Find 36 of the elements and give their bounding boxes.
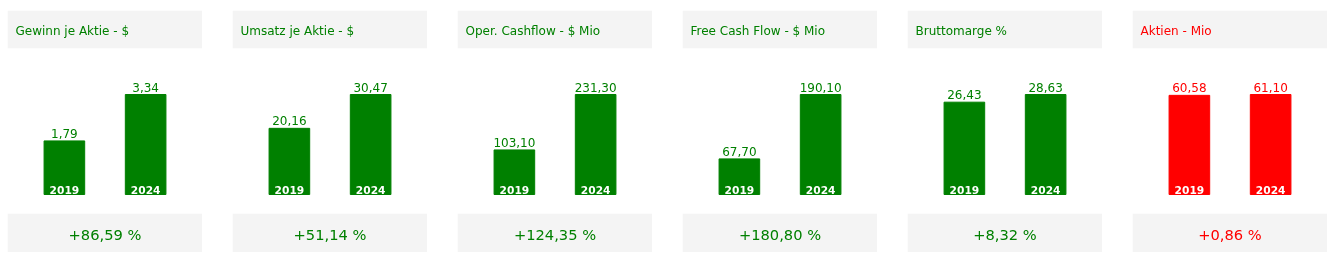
chart-title: Aktien - Mio: [1140, 23, 1212, 38]
data-label: 3,34: [132, 80, 159, 95]
data-label: 1,79: [51, 126, 78, 141]
x-tick-label: 2019: [949, 183, 980, 197]
text: +51,14 %: [293, 225, 367, 243]
chart-title: Umsatz je Aktie - $: [240, 23, 355, 38]
text: +124,35 %: [513, 225, 597, 243]
text: +180,80 %: [738, 225, 822, 243]
data-label: 61,10: [1253, 80, 1288, 95]
data-label: 20,16: [272, 114, 307, 129]
x-tick-label: 2024: [355, 183, 386, 197]
chart-title: Free Cash Flow - $ Mio: [690, 23, 826, 38]
x-tick-label: 2019: [49, 183, 80, 197]
x-tick-label: 2019: [274, 183, 305, 197]
data-label: 30,47: [353, 80, 388, 95]
text: +86,59 %: [68, 225, 142, 243]
x-tick-label: 2024: [805, 183, 836, 197]
text: +0,86 %: [1198, 225, 1262, 243]
text: +8,32 %: [973, 225, 1037, 243]
data-label: 67,70: [722, 144, 757, 159]
data-label: 231,30: [574, 80, 617, 95]
x-tick-label: 2019: [724, 183, 755, 197]
x-tick-label: 2024: [1255, 183, 1286, 197]
data-label: 60,58: [1172, 81, 1207, 96]
x-tick-label: 2019: [1174, 183, 1205, 197]
chart-title: Gewinn je Aktie - $: [15, 23, 130, 38]
data-label: 190,10: [799, 80, 842, 95]
x-tick-label: 2024: [1030, 183, 1061, 197]
data-label: 103,10: [493, 135, 536, 150]
data-label: 28,63: [1028, 80, 1063, 95]
data-label: 26,43: [947, 88, 982, 103]
x-tick-label: 2024: [130, 183, 161, 197]
chart-title: Oper. Cashflow - $ Mio: [465, 23, 601, 38]
chart-title: Bruttomarge %: [915, 23, 1008, 38]
x-tick-label: 2019: [499, 183, 530, 197]
x-tick-label: 2024: [580, 183, 611, 197]
